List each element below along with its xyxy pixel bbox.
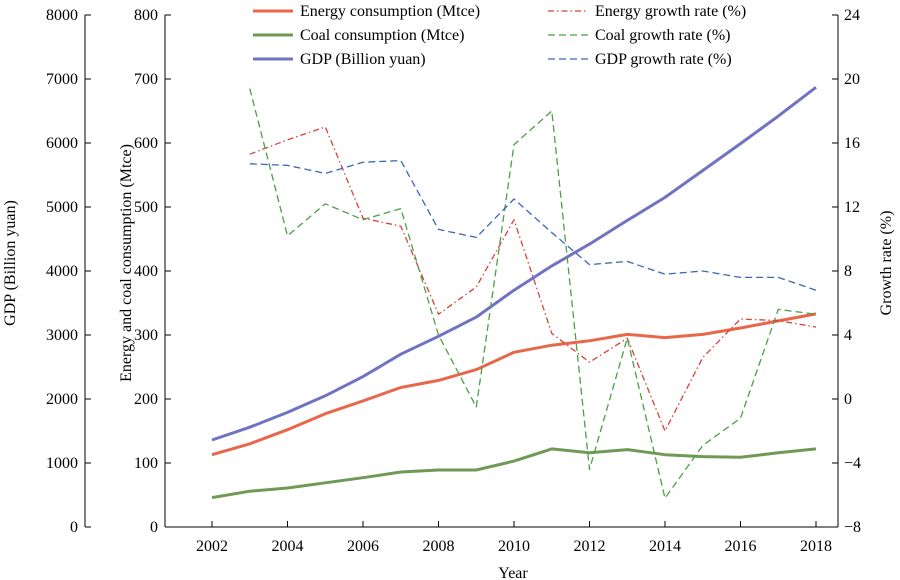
legend-label-2: GDP (Billion yuan) [300,51,426,68]
y-tick-label-growth: 24 [844,7,860,24]
y-tick-label-consumption: 100 [134,455,158,472]
legend: Energy consumption (Mtce) Coal consumptio… [253,3,746,68]
y-tick-label-gdp: 2000 [46,391,78,408]
y-tick-label-gdp: 5000 [46,199,78,216]
x-tick-label: 2010 [498,538,530,555]
x-tick-label: 2008 [423,538,455,555]
y-axis-title-gdp: GDP (Billion yuan) [2,200,19,326]
y-axis-title-consumption: Energy and coal consumption (Mtce) [118,144,135,382]
y-tick-label-gdp: 4000 [46,263,78,280]
y-tick-label-growth: 0 [844,391,852,408]
y-tick-label-growth: −8 [844,519,861,536]
y-tick-label-growth: 20 [844,71,860,88]
y-tick-label-consumption: 200 [134,391,158,408]
y-tick-label-consumption: 500 [134,199,158,216]
y-tick-label-gdp: 7000 [46,71,78,88]
x-tick-label: 2006 [347,538,379,555]
series-line-5 [249,159,817,291]
y-tick-label-gdp: 8000 [46,7,78,24]
y-tick-label-growth: 8 [844,263,852,280]
axes-layer: 0100020003000400050006000700080000100200… [46,7,861,555]
y-tick-label-growth: 16 [844,135,860,152]
y-tick-label-consumption: 800 [134,7,158,24]
x-tick-label: 2014 [649,538,681,555]
x-tick-label: 2018 [800,538,832,555]
x-tick-label: 2002 [196,538,228,555]
x-tick-label: 2004 [272,538,304,555]
series-layer [211,86,817,500]
y-tick-label-consumption: 700 [134,71,158,88]
y-axis-title-growth: Growth rate (%) [878,211,895,316]
legend-label-3: Energy growth rate (%) [595,3,746,20]
series-line-0 [211,312,817,457]
series-line-2 [211,86,817,442]
x-axis-title: Year [498,565,528,580]
series-line-1 [211,447,817,500]
legend-label-5: GDP growth rate (%) [595,51,732,68]
y-tick-label-consumption: 600 [134,135,158,152]
y-tick-label-growth: 4 [844,327,852,344]
y-tick-label-consumption: 0 [150,519,158,536]
y-tick-label-gdp: 0 [70,519,78,536]
x-tick-label: 2016 [725,538,757,555]
legend-label-0: Energy consumption (Mtce) [300,3,480,20]
x-tick-label: 2012 [574,538,606,555]
y-tick-label-growth: −4 [844,455,861,472]
series-line-4 [249,88,817,499]
y-tick-label-consumption: 400 [134,263,158,280]
y-tick-label-gdp: 1000 [46,455,78,472]
legend-label-1: Coal consumption (Mtce) [300,27,464,44]
legend-label-4: Coal growth rate (%) [595,27,731,44]
y-tick-label-consumption: 300 [134,327,158,344]
y-tick-label-gdp: 6000 [46,135,78,152]
y-tick-label-gdp: 3000 [46,327,78,344]
y-tick-label-growth: 12 [844,199,860,216]
